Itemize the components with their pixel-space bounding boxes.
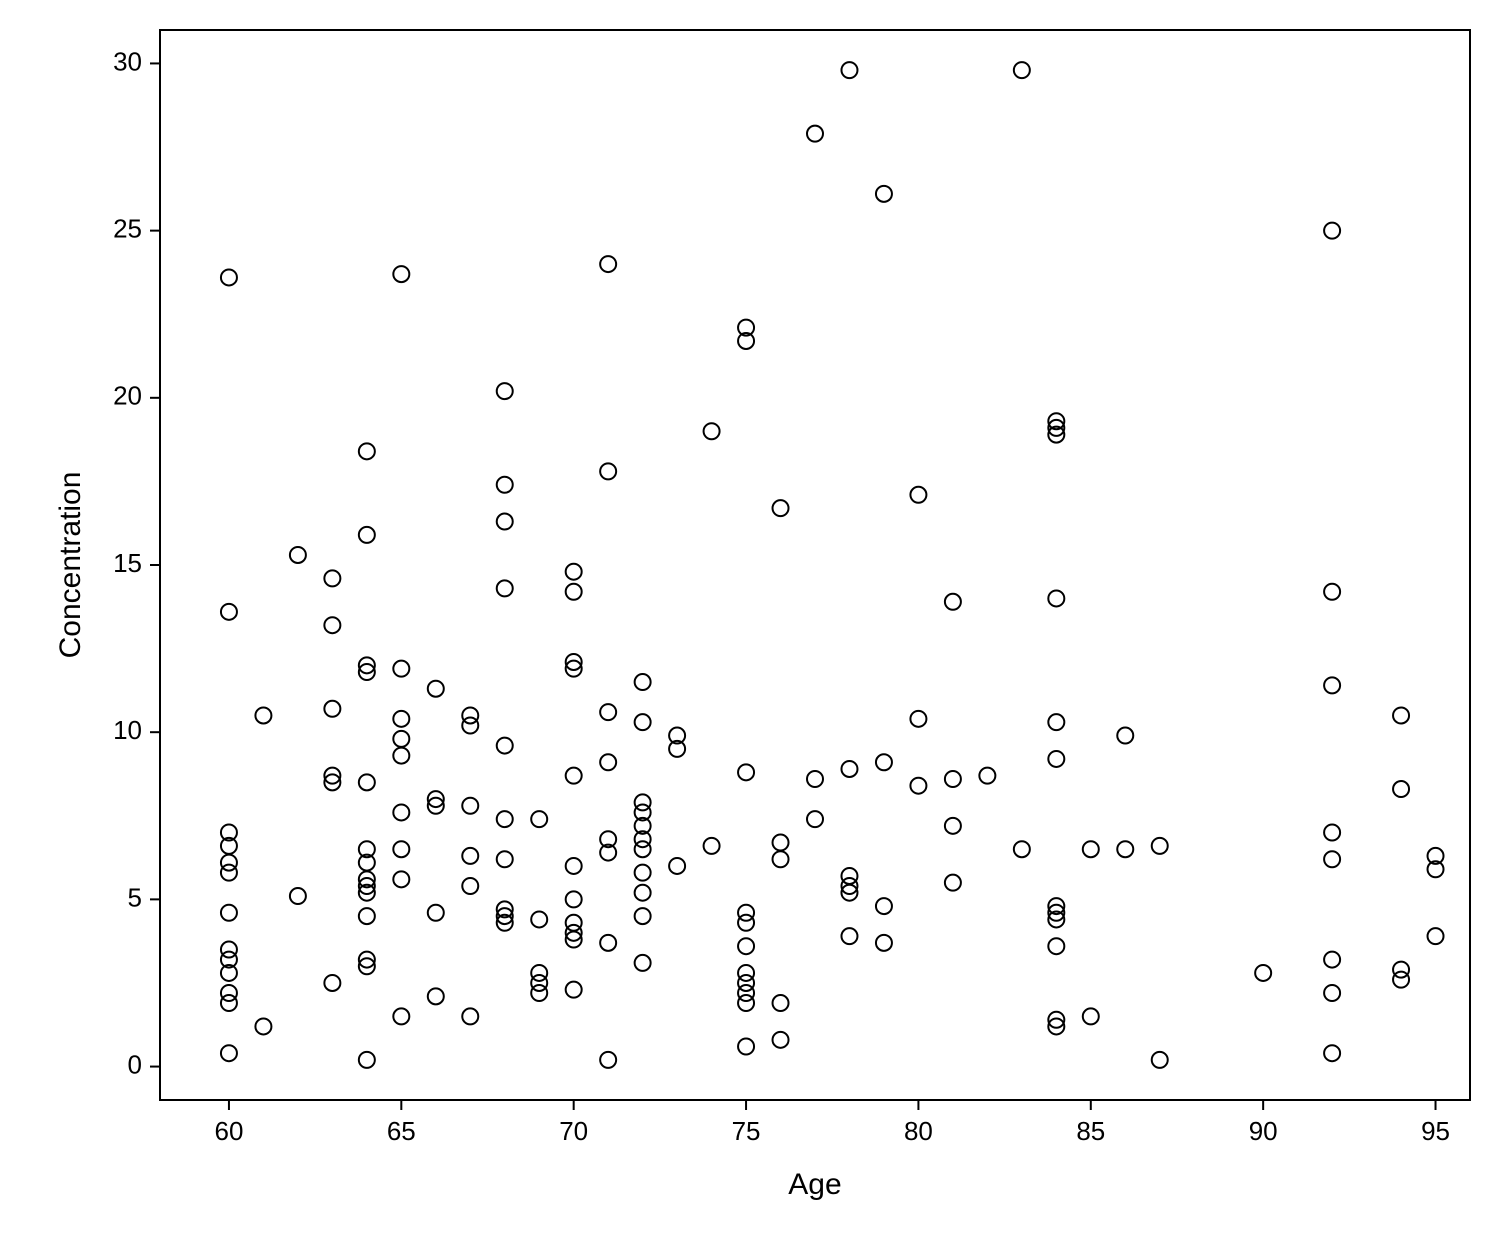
- y-tick-label: 0: [128, 1049, 142, 1079]
- x-tick-label: 90: [1249, 1116, 1278, 1146]
- x-tick-label: 60: [214, 1116, 243, 1146]
- x-tick-label: 80: [904, 1116, 933, 1146]
- x-tick-label: 95: [1421, 1116, 1450, 1146]
- chart-svg: 60 65 70 75 80 85 90 95 0 5 10 15 20 25 30 Age Concentra…: [0, 0, 1502, 1243]
- y-tick-label: 25: [113, 214, 142, 244]
- y-tick-label: 30: [113, 46, 142, 76]
- scatter-chart: 60 65 70 75 80 85 90 95 0 5 10 15 20 25 30 Age Concentra…: [0, 0, 1502, 1243]
- x-tick-label: 65: [387, 1116, 416, 1146]
- y-tick-label: 20: [113, 381, 142, 411]
- x-tick-label: 75: [732, 1116, 761, 1146]
- y-axis-label: Concentration: [54, 472, 87, 659]
- y-tick-label: 5: [128, 882, 142, 912]
- x-axis-label: Age: [788, 1168, 841, 1201]
- y-tick-label: 15: [113, 548, 142, 578]
- x-tick-label: 70: [559, 1116, 588, 1146]
- x-tick-label: 85: [1076, 1116, 1105, 1146]
- y-tick-label: 10: [113, 715, 142, 745]
